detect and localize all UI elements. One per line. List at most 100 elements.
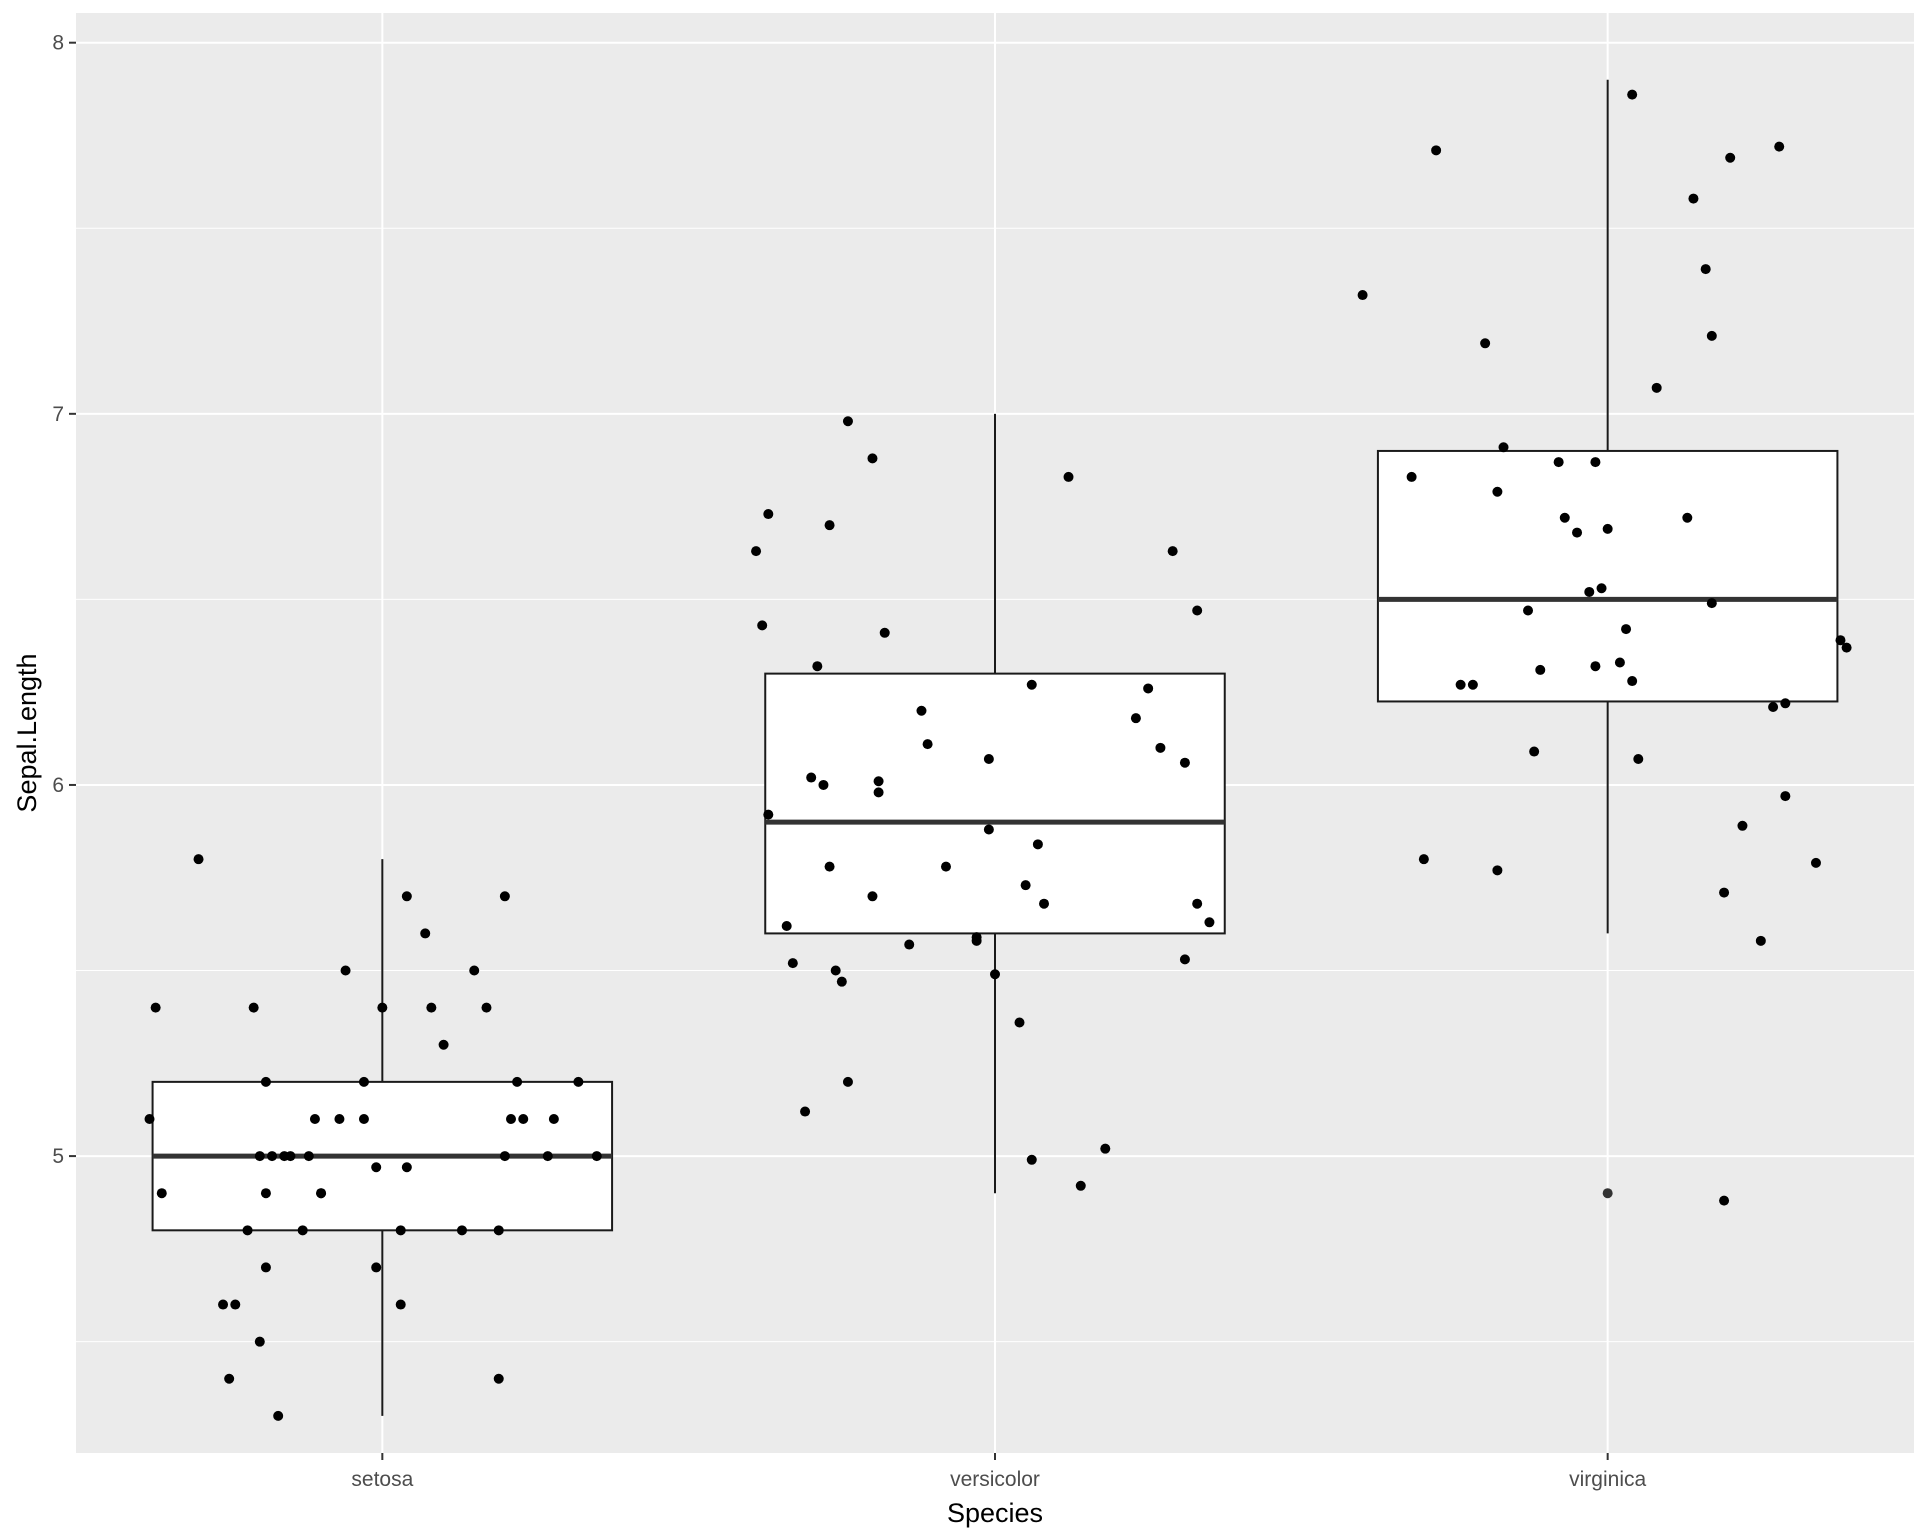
data-point-versicolor	[1130, 713, 1141, 724]
boxes	[151, 79, 1839, 1416]
x-axis: setosa versicolor virginica	[351, 1453, 1646, 1491]
data-point-virginica	[1841, 642, 1852, 653]
data-point-versicolor	[757, 620, 768, 631]
data-point-virginica	[1706, 330, 1717, 341]
data-point-setosa	[401, 891, 412, 902]
data-point-setosa	[340, 965, 351, 976]
data-point-virginica	[1553, 457, 1564, 468]
data-point-setosa	[591, 1151, 602, 1162]
data-point-versicolor	[867, 453, 878, 464]
box-versicolor	[764, 413, 1226, 1194]
data-point-setosa	[334, 1113, 345, 1124]
data-point-setosa	[548, 1113, 559, 1124]
data-point-virginica	[1492, 865, 1503, 876]
jitter-points	[144, 89, 1852, 1421]
data-point-setosa	[260, 1076, 271, 1087]
data-point-setosa	[395, 1225, 406, 1236]
data-point-setosa	[248, 1002, 259, 1013]
data-point-setosa	[499, 1151, 510, 1162]
data-point-setosa	[273, 1410, 284, 1421]
data-point-setosa	[573, 1076, 584, 1087]
box-setosa	[151, 859, 614, 1416]
data-point-virginica	[1590, 457, 1601, 468]
data-point-virginica	[1700, 264, 1711, 275]
data-point-versicolor	[824, 861, 835, 872]
data-point-versicolor	[867, 891, 878, 902]
x-axis-title: Species	[947, 1498, 1043, 1528]
data-point-setosa	[426, 1002, 437, 1013]
data-point-setosa	[505, 1113, 516, 1124]
y-axis: 5 6 7 8	[52, 32, 76, 1168]
data-point-setosa	[316, 1188, 327, 1199]
data-point-setosa	[371, 1162, 382, 1173]
data-point-virginica	[1590, 661, 1601, 672]
data-point-setosa	[499, 891, 510, 902]
data-point-setosa	[401, 1162, 412, 1173]
data-point-setosa	[420, 928, 431, 939]
data-point-virginica	[1480, 338, 1491, 349]
data-point-versicolor	[812, 661, 823, 672]
data-point-versicolor	[1167, 546, 1178, 557]
data-point-setosa	[395, 1299, 406, 1310]
data-point-virginica	[1572, 527, 1583, 538]
data-point-virginica	[1357, 290, 1368, 301]
data-point-versicolor	[990, 969, 1000, 980]
data-point-versicolor	[873, 787, 884, 798]
data-point-versicolor	[1075, 1180, 1086, 1191]
data-point-versicolor	[1063, 471, 1074, 482]
data-point-virginica	[1737, 820, 1748, 831]
data-point-versicolor	[763, 509, 774, 520]
data-point-virginica	[1682, 512, 1693, 523]
data-point-setosa	[358, 1113, 369, 1124]
data-point-versicolor	[1032, 839, 1043, 850]
data-point-versicolor	[971, 932, 982, 943]
data-point-versicolor	[1192, 605, 1203, 616]
x-tick-label-virginica: virginica	[1569, 1468, 1646, 1491]
data-point-versicolor	[1014, 1017, 1025, 1028]
data-point-setosa	[371, 1262, 382, 1273]
data-point-setosa	[481, 1002, 492, 1013]
data-point-setosa	[254, 1151, 265, 1162]
data-point-versicolor	[983, 753, 994, 764]
data-point-versicolor	[842, 1076, 853, 1087]
data-point-virginica	[1431, 145, 1442, 156]
data-point-virginica	[1719, 1195, 1730, 1206]
data-point-virginica	[1467, 679, 1478, 690]
data-point-setosa	[358, 1076, 369, 1087]
data-point-setosa	[230, 1299, 241, 1310]
data-point-versicolor	[842, 416, 853, 427]
data-point-setosa	[297, 1225, 308, 1236]
data-point-virginica	[1774, 141, 1785, 152]
data-point-setosa	[542, 1151, 553, 1162]
box-iqr	[1376, 449, 1839, 703]
data-point-virginica	[1529, 746, 1540, 757]
data-point-versicolor	[879, 627, 890, 638]
data-point-setosa	[518, 1113, 529, 1124]
data-point-versicolor	[873, 776, 884, 787]
data-point-versicolor	[940, 861, 951, 872]
data-point-virginica	[1627, 676, 1638, 687]
data-point-virginica	[1768, 702, 1779, 713]
data-point-versicolor	[1039, 898, 1050, 909]
data-point-setosa	[493, 1225, 504, 1236]
data-point-virginica	[1559, 512, 1570, 523]
data-point-setosa	[144, 1113, 155, 1124]
data-point-setosa	[224, 1373, 235, 1384]
y-tick-label: 5	[52, 1145, 64, 1168]
data-point-versicolor	[781, 920, 792, 931]
data-point-setosa	[193, 854, 204, 865]
data-point-setosa	[377, 1002, 388, 1013]
data-point-virginica	[1535, 664, 1546, 675]
data-point-setosa	[469, 965, 480, 976]
y-tick-label: 8	[52, 32, 64, 55]
data-point-virginica	[1492, 486, 1503, 497]
data-point-versicolor	[836, 976, 847, 987]
x-tick-label-versicolor: versicolor	[950, 1468, 1040, 1491]
data-point-virginica	[1498, 442, 1509, 453]
data-point-virginica	[1621, 624, 1632, 635]
data-point-virginica	[1602, 523, 1613, 534]
data-point-virginica	[1719, 887, 1730, 898]
data-point-virginica	[1755, 935, 1766, 946]
data-point-versicolor	[787, 958, 798, 969]
data-point-virginica	[1651, 382, 1662, 393]
